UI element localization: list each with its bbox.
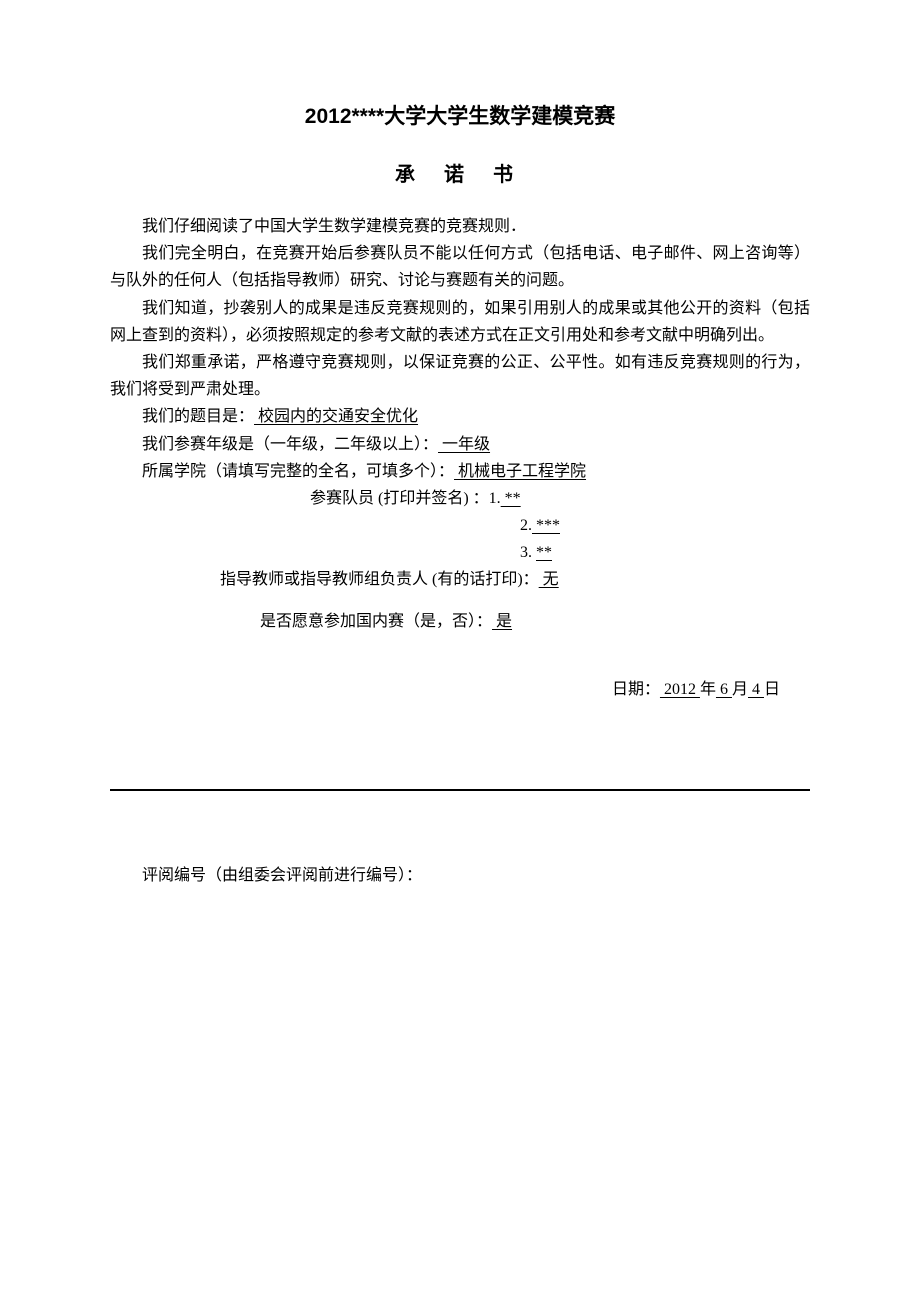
date-day: 4: [748, 681, 764, 698]
members-line-1: 参赛队员 (打印并签名) ：1. **: [310, 485, 810, 512]
date-month: 6: [716, 681, 732, 698]
members-line-3: 3. **: [520, 539, 810, 566]
advisor-line: 指导教师或指导教师组负责人 (有的话打印)： 无: [220, 566, 810, 593]
paragraph-3: 我们知道，抄袭别人的成果是违反竞赛规则的，如果引用别人的成果或其他公开的资料（包…: [110, 295, 810, 349]
member1-value: **: [501, 490, 521, 507]
topic-value: 校园内的交通安全优化: [254, 408, 418, 425]
national-label: 是否愿意参加国内赛（是，否）：: [260, 613, 492, 630]
member2-prefix: 2.: [520, 517, 532, 534]
college-label: 所属学院（请填写完整的全名，可填多个）：: [142, 463, 454, 480]
topic-line: 我们的题目是： 校园内的交通安全优化: [110, 403, 810, 430]
members-label: 参赛队员 (打印并签名) ：: [310, 490, 489, 507]
college-line: 所属学院（请填写完整的全名，可填多个）： 机械电子工程学院: [110, 458, 810, 485]
member1-prefix: 1.: [489, 490, 501, 507]
review-line: 评阅编号（由组委会评阅前进行编号）：: [110, 861, 810, 885]
paragraph-4: 我们郑重承诺，严格遵守竞赛规则，以保证竞赛的公正、公平性。如有违反竞赛规则的行为…: [110, 349, 810, 403]
members-line-2: 2. ***: [520, 512, 810, 539]
topic-label: 我们的题目是：: [142, 408, 254, 425]
advisor-label: 指导教师或指导教师组负责人 (有的话打印)：: [220, 571, 539, 588]
date-month-suffix: 月: [732, 681, 748, 698]
national-line: 是否愿意参加国内赛（是，否）： 是: [260, 608, 810, 635]
member3-prefix: 3.: [520, 544, 536, 561]
subtitle: 承 诺 书: [110, 158, 810, 187]
member2-value: ***: [532, 517, 560, 534]
grade-value: 一年级: [438, 436, 490, 453]
college-value: 机械电子工程学院: [454, 463, 586, 480]
section-divider: [110, 789, 810, 791]
advisor-value: 无: [539, 571, 559, 588]
date-label: 日期：: [612, 681, 660, 698]
paragraph-2: 我们完全明白，在竞赛开始后参赛队员不能以任何方式（包括电话、电子邮件、网上咨询等…: [110, 240, 810, 294]
grade-label: 我们参赛年级是（一年级，二年级以上）：: [142, 436, 438, 453]
paragraph-1: 我们仔细阅读了中国大学生数学建模竞赛的竞赛规则．: [110, 213, 810, 240]
national-value: 是: [492, 613, 512, 630]
date-day-suffix: 日: [764, 681, 780, 698]
date-line: 日期： 2012 年 6 月 4 日: [110, 675, 780, 699]
main-title: 2012****大学大学生数学建模竞赛: [110, 100, 810, 130]
grade-line: 我们参赛年级是（一年级，二年级以上）： 一年级: [110, 431, 810, 458]
date-year-suffix: 年: [700, 681, 716, 698]
date-year: 2012: [660, 681, 700, 698]
member3-value: **: [536, 544, 552, 561]
